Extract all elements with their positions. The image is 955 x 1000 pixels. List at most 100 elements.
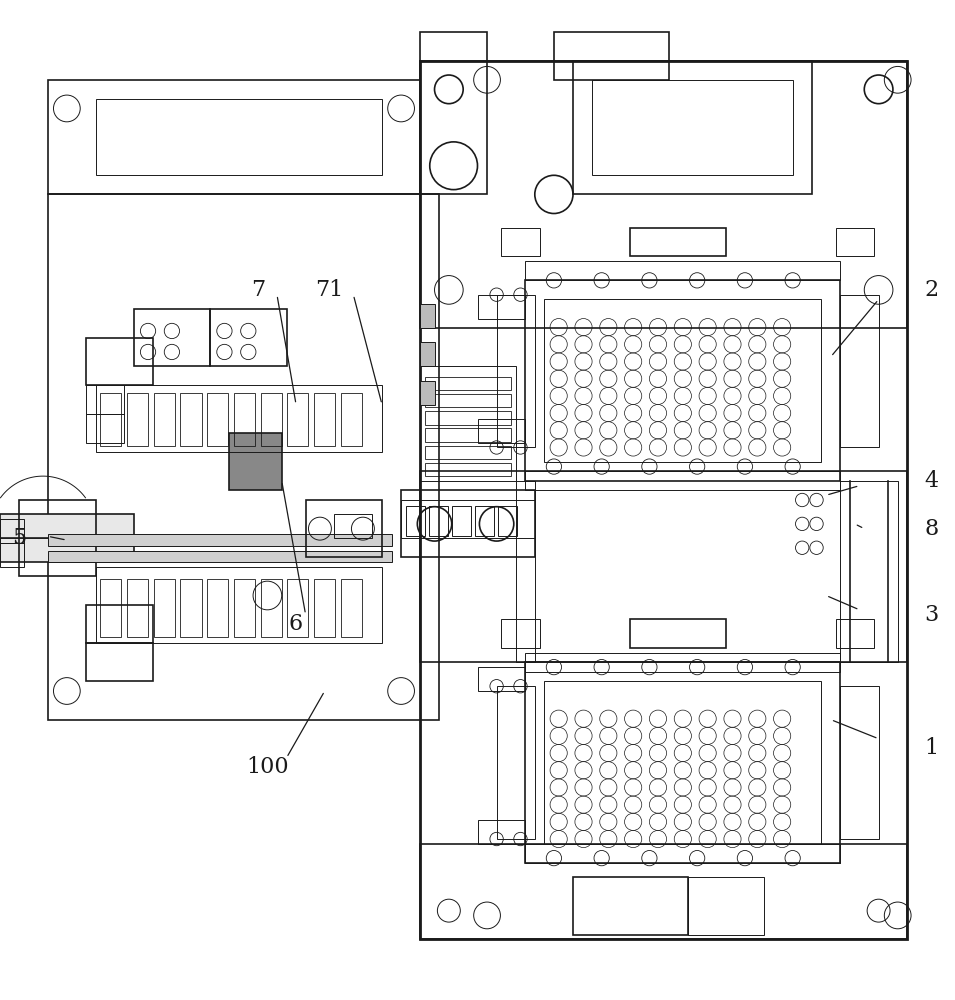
Bar [420, 32, 487, 194]
Text: 71: 71 [315, 279, 344, 301]
Bar [406, 506, 425, 536]
Bar [314, 393, 335, 446]
Bar [96, 385, 382, 452]
Bar [497, 295, 535, 447]
Bar [840, 686, 879, 839]
Bar [525, 261, 840, 280]
Bar [554, 32, 668, 80]
Text: 2: 2 [924, 279, 938, 301]
Bar [0, 538, 134, 562]
Bar [478, 295, 525, 319]
Bar [425, 428, 511, 442]
Bar [210, 309, 286, 366]
Bar [425, 394, 511, 407]
Bar [497, 686, 535, 839]
Bar [573, 61, 812, 194]
Bar [19, 500, 96, 576]
Bar [630, 228, 726, 256]
Bar [261, 579, 282, 637]
Bar [525, 653, 840, 672]
Bar [498, 506, 517, 536]
Bar [180, 393, 202, 446]
Bar [134, 309, 210, 366]
Bar [334, 514, 372, 538]
Text: 8: 8 [924, 518, 938, 540]
Bar [688, 877, 764, 935]
Bar [401, 490, 535, 557]
Bar [287, 579, 308, 637]
Bar [525, 844, 840, 863]
Bar [96, 99, 382, 175]
Text: 5: 5 [12, 527, 26, 549]
Bar [429, 506, 448, 536]
Bar [425, 411, 511, 425]
Bar [0, 519, 24, 543]
Bar [341, 579, 362, 637]
Bar [420, 471, 907, 662]
Bar [234, 579, 255, 637]
Bar [420, 61, 907, 328]
Bar [154, 579, 175, 637]
Bar [836, 228, 874, 256]
Bar [420, 61, 907, 939]
Bar [478, 419, 525, 443]
Bar [96, 567, 382, 643]
Bar [86, 643, 153, 681]
Bar [425, 377, 511, 390]
Bar [0, 543, 24, 567]
Bar [475, 506, 494, 536]
Bar [478, 667, 525, 691]
Bar [573, 877, 688, 935]
Text: 100: 100 [246, 756, 288, 778]
Bar [0, 514, 134, 538]
Bar [592, 80, 793, 175]
Bar [425, 446, 511, 459]
Bar [127, 393, 148, 446]
Bar [234, 393, 255, 446]
Bar [544, 681, 821, 844]
Bar [48, 551, 392, 562]
Bar [86, 605, 153, 643]
Text: 3: 3 [924, 604, 938, 626]
Bar [207, 393, 228, 446]
Bar [229, 433, 282, 490]
Bar [420, 342, 435, 366]
Bar [452, 506, 471, 536]
Text: 7: 7 [251, 279, 265, 301]
Bar [630, 619, 726, 648]
Bar [544, 299, 821, 462]
Bar [207, 579, 228, 637]
Bar [425, 463, 511, 476]
Bar [48, 194, 439, 720]
Bar [401, 500, 535, 538]
Bar [501, 228, 540, 256]
Bar [127, 579, 148, 637]
Bar [420, 844, 907, 939]
Bar [420, 366, 516, 481]
Bar [525, 471, 840, 490]
Bar [48, 534, 392, 546]
Bar [420, 304, 435, 328]
Bar [86, 338, 153, 385]
Bar [840, 481, 898, 662]
Bar [341, 393, 362, 446]
Bar [100, 393, 121, 446]
Bar [836, 619, 874, 648]
Bar [306, 500, 382, 557]
Bar [154, 393, 175, 446]
Text: 6: 6 [289, 613, 303, 635]
Text: 1: 1 [924, 737, 938, 759]
Text: 4: 4 [924, 470, 938, 492]
Bar [501, 619, 540, 648]
Bar [86, 414, 124, 443]
Bar [261, 393, 282, 446]
Bar [314, 579, 335, 637]
Bar [516, 481, 535, 662]
Bar [287, 393, 308, 446]
Bar [840, 295, 879, 447]
Bar [478, 820, 525, 844]
Bar [48, 80, 420, 194]
Bar [420, 381, 435, 405]
Bar [86, 385, 124, 414]
Bar [525, 280, 840, 481]
